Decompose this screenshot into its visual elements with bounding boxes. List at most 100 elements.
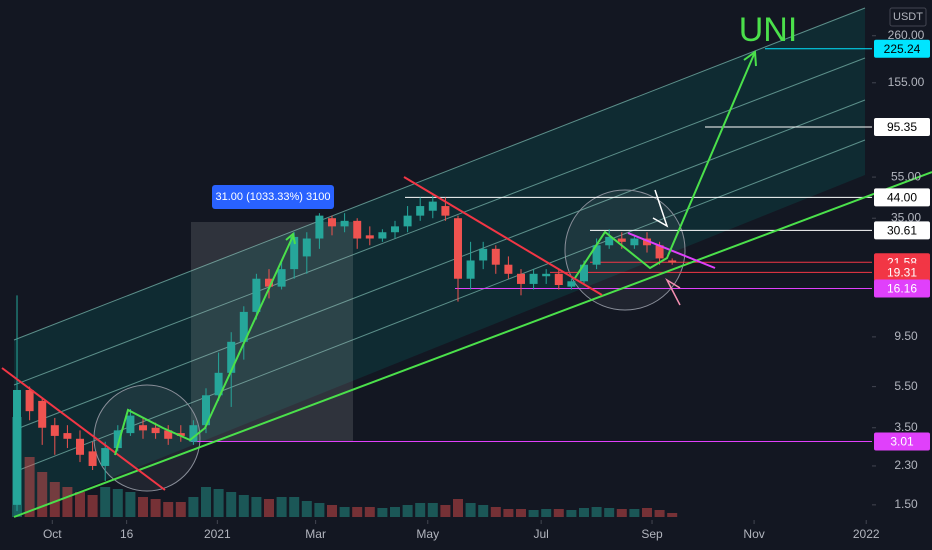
volume-bar	[616, 509, 627, 517]
price-label: 19.31	[887, 266, 917, 280]
x-tick-label: Jul	[533, 527, 548, 541]
price-label-box	[874, 432, 930, 451]
volume-bar	[251, 497, 262, 517]
candle-body	[378, 232, 387, 239]
candle-body	[189, 425, 198, 442]
candle-body	[176, 433, 185, 436]
candle-body	[466, 260, 475, 279]
candle-body	[479, 248, 488, 261]
trend-line	[627, 232, 716, 269]
volume-bar	[201, 487, 212, 517]
volume-bar	[553, 509, 564, 517]
candle-body	[542, 273, 551, 277]
volume-bar	[213, 489, 224, 517]
price-label-box	[874, 39, 930, 58]
channel-fill	[14, 8, 865, 517]
volume-bar	[339, 507, 350, 517]
arrow	[665, 277, 681, 306]
volume-bar	[75, 492, 86, 517]
volume-bar	[478, 505, 489, 517]
candle-body	[403, 215, 412, 227]
candle-body	[327, 218, 336, 227]
candle-body	[453, 218, 462, 279]
candle-body	[63, 433, 72, 439]
volume-bar	[503, 509, 514, 517]
candle-body	[592, 245, 601, 265]
volume-bar	[641, 508, 652, 517]
candle-body	[265, 278, 274, 287]
price-label: 225.24	[884, 42, 921, 56]
drawings-top	[1, 50, 932, 518]
candle-body	[642, 238, 651, 246]
candle-body	[529, 273, 538, 284]
candle-body	[214, 372, 223, 396]
x-tick-label: May	[416, 527, 439, 541]
candle-body	[315, 215, 324, 239]
candle-body	[38, 400, 47, 428]
volume-bar	[326, 505, 337, 517]
trend-line	[1, 367, 166, 491]
volume-bar	[541, 509, 552, 517]
price-label-box	[874, 118, 930, 137]
candle-body	[567, 281, 576, 287]
volume-bar	[276, 497, 287, 517]
y-tick-label: 3.50	[894, 420, 918, 434]
volume-bar	[364, 507, 375, 517]
candle-body	[113, 430, 122, 449]
volume-bar	[125, 492, 136, 517]
zigzag	[574, 51, 756, 279]
volume-bar	[238, 495, 249, 517]
volume-bar	[402, 505, 413, 517]
y-tick-label: 9.50	[894, 329, 918, 343]
candle-body	[441, 206, 450, 216]
volume-bar	[62, 487, 73, 517]
volume-bar	[440, 505, 451, 517]
candle-body	[252, 278, 261, 312]
candle-body	[365, 235, 374, 239]
arrow	[652, 189, 669, 228]
currency-box	[889, 7, 927, 27]
price-label-box	[874, 263, 930, 282]
volume-bar	[37, 472, 48, 517]
candle-body	[428, 201, 437, 211]
candle-body	[277, 269, 286, 287]
y-tick-label: 55.00	[891, 169, 921, 183]
volume-bar	[415, 503, 426, 517]
candle-body	[88, 451, 97, 466]
candle-body	[416, 206, 425, 216]
x-tick-label: 2022	[853, 527, 880, 541]
candle-body	[605, 236, 614, 246]
candle-body	[126, 415, 135, 434]
measure-box	[191, 222, 353, 441]
y-tick-label: 1.50	[894, 497, 918, 511]
candle-body	[668, 260, 677, 263]
volume-bar	[490, 507, 501, 517]
price-label-box	[874, 279, 930, 298]
volume-bar	[175, 502, 186, 517]
candle-body	[579, 264, 588, 282]
candle-body	[139, 425, 148, 431]
candle-body	[617, 238, 626, 242]
x-tick-label: 2021	[204, 527, 231, 541]
channel-line	[13, 57, 866, 386]
volume-bar	[629, 509, 640, 517]
candle-body	[353, 220, 362, 239]
candle-body	[164, 430, 173, 439]
volume-bar	[163, 502, 174, 517]
channel-line	[13, 7, 866, 341]
volume-bar	[389, 507, 400, 517]
volume-bar	[289, 497, 300, 517]
candle-body	[25, 389, 34, 412]
volume-bar	[528, 510, 539, 517]
candle-body	[239, 311, 248, 342]
volume-bar	[515, 509, 526, 517]
volume-bar	[377, 508, 388, 517]
candle-body	[491, 248, 500, 265]
arrow-head	[285, 232, 296, 245]
price-label: 16.16	[887, 282, 917, 296]
support-line	[13, 171, 932, 518]
volume-bar	[301, 501, 312, 517]
candle-body	[630, 238, 639, 246]
y-tick-label: 35.00	[891, 210, 921, 224]
